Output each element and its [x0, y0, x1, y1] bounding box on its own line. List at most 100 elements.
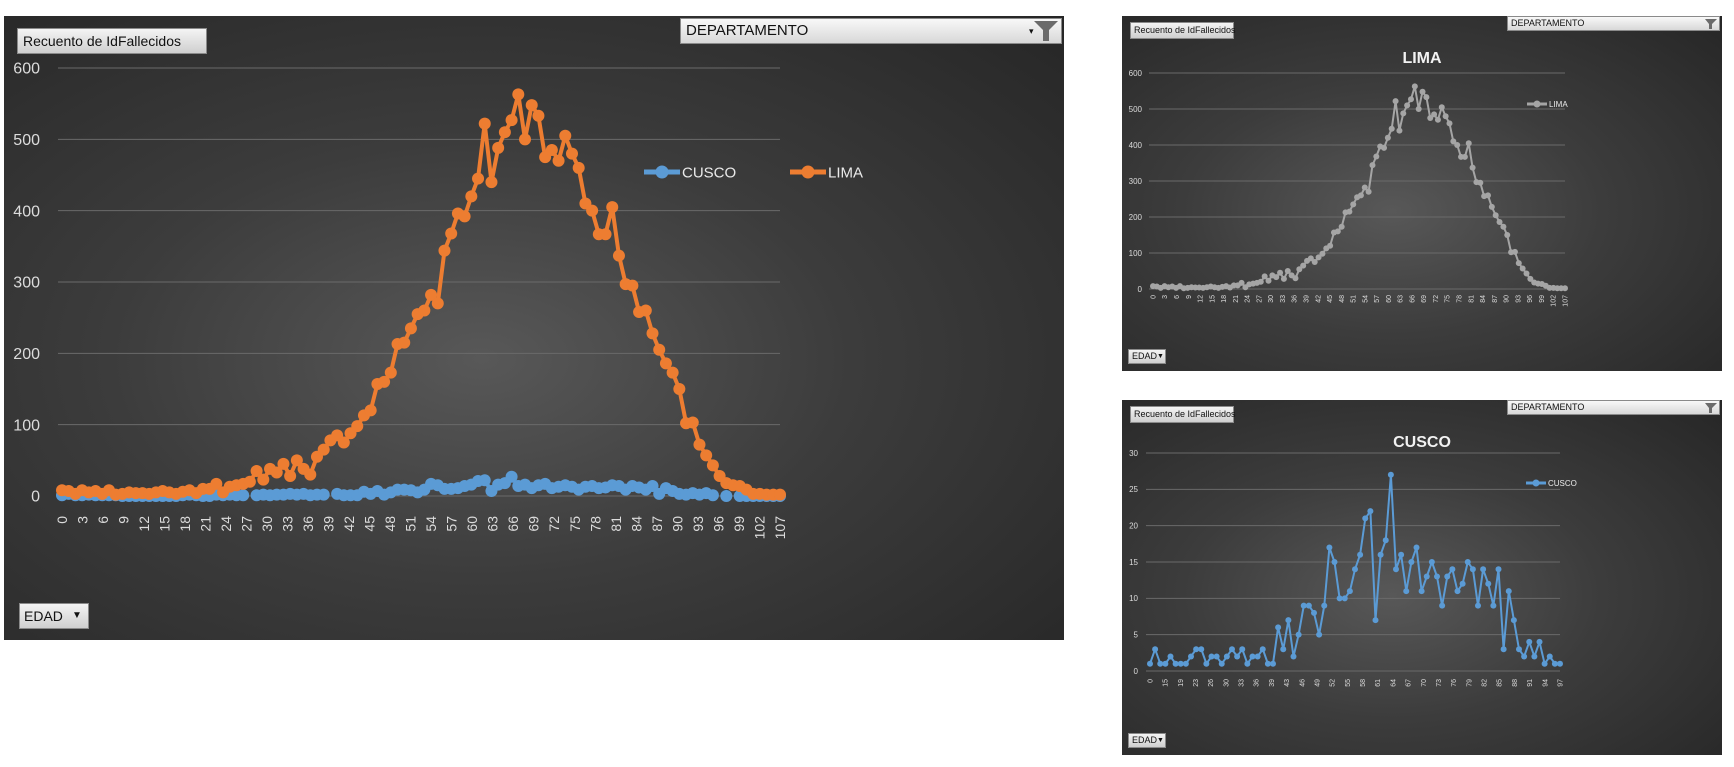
data-point-lima [572, 161, 585, 174]
x-tick-label: 57 [1374, 295, 1381, 303]
x-tick-label: 0 [54, 516, 70, 524]
lima-edad-axis-button[interactable]: EDAD ▼ [1128, 349, 1166, 364]
x-tick-label: 30 [1268, 295, 1275, 303]
data-point-lima [250, 465, 263, 478]
data-point-lima [284, 470, 297, 483]
data-point-lima [565, 147, 578, 160]
data-point-cusco [1290, 653, 1297, 660]
x-tick-label: 24 [1245, 295, 1252, 303]
funnel-icon [1705, 19, 1717, 29]
x-tick-label: 70 [1421, 679, 1428, 687]
x-tick-label: 63 [1398, 295, 1405, 303]
data-point-cusco [1316, 631, 1323, 638]
data-point-lima [1280, 275, 1287, 282]
data-point-lima [1404, 102, 1411, 109]
data-point-cusco [1188, 653, 1194, 660]
cusco-departamento-filter-button[interactable]: DEPARTAMENTO [1507, 400, 1720, 415]
x-tick-label: 81 [1468, 295, 1475, 303]
data-point-lima [1515, 260, 1522, 267]
x-tick-label: 63 [485, 516, 501, 532]
x-tick-label: 69 [1421, 295, 1428, 303]
x-tick-label: 39 [1303, 295, 1310, 303]
data-point-lima [1388, 125, 1395, 132]
x-tick-label: 66 [1409, 295, 1416, 303]
x-tick-label: 39 [321, 516, 337, 532]
data-point-cusco [1557, 660, 1563, 667]
data-point-lima [290, 454, 303, 467]
data-point-lima [639, 304, 652, 317]
data-point-lima [1446, 120, 1453, 127]
data-point-lima [1381, 144, 1388, 151]
lima-value-field-button[interactable]: Recuento de IdFallecidos [1130, 22, 1236, 39]
x-tick-label: 0 [1147, 679, 1154, 683]
cusco-chart-svg: 0 5 10 15 20 25 30 0 15 19 23 26 30 33 36 39 43 46 49 52 55 5… [1129, 449, 1577, 687]
data-point-cusco [1423, 573, 1430, 580]
x-tick-label: 88 [1512, 679, 1519, 687]
data-point-lima [1419, 88, 1426, 95]
data-point-lima [1273, 274, 1280, 281]
y-tick-label: 600 [13, 61, 40, 78]
x-tick-label: 69 [526, 516, 542, 532]
lima-departamento-filter-button[interactable]: DEPARTAMENTO [1507, 16, 1720, 31]
data-point-cusco [1454, 588, 1461, 595]
data-point-cusco [1428, 559, 1435, 565]
data-point-lima [700, 449, 713, 462]
data-point-lima [1454, 142, 1461, 148]
data-point-lima [1411, 83, 1418, 90]
data-point-lima [1492, 212, 1499, 219]
edad-axis-button[interactable]: EDAD ▼ [19, 603, 89, 629]
data-point-lima [1384, 134, 1391, 141]
data-point-lima [1350, 201, 1357, 208]
value-field-button[interactable]: Recuento de IdFallecidos [17, 28, 207, 54]
funnel-icon [1034, 21, 1058, 41]
x-tick-label: 66 [505, 516, 521, 532]
x-tick-label: 39 [1269, 679, 1276, 687]
x-tick-label: 94 [1542, 679, 1549, 687]
data-point-cusco [1382, 537, 1389, 544]
cusco-edad-axis-button[interactable]: EDAD ▼ [1128, 733, 1166, 748]
data-point-cusco [706, 489, 719, 502]
data-point-cusco [1249, 653, 1256, 660]
data-point-lima [1423, 94, 1430, 101]
data-point-cusco [505, 470, 518, 483]
x-tick-label: 27 [1256, 295, 1263, 303]
x-tick-label: 45 [1327, 295, 1334, 303]
data-point-lima [1296, 266, 1303, 273]
data-point-cusco [1459, 580, 1466, 587]
chevron-down-icon: ▼ [1157, 737, 1164, 744]
x-tick-label: 93 [690, 516, 706, 532]
departamento-filter-button[interactable]: DEPARTAMENTO ▾ [680, 18, 1062, 44]
cusco-departamento-filter-label: DEPARTAMENTO [1511, 402, 1585, 412]
x-tick-label: 30 [259, 516, 275, 532]
data-point-lima [418, 304, 431, 317]
data-point-cusco [1516, 646, 1522, 653]
data-point-lima [653, 343, 666, 356]
cusco-value-field-button[interactable]: Recuento de IdFallecidos [1130, 406, 1236, 423]
data-point-cusco [1551, 660, 1558, 667]
data-point-lima [774, 488, 786, 501]
data-point-cusco [1234, 653, 1241, 660]
data-point-lima [384, 366, 397, 379]
data-point-lima [606, 201, 619, 214]
x-tick-label: 78 [1457, 295, 1464, 303]
data-point-cusco [1177, 660, 1184, 667]
data-point-lima [1427, 115, 1434, 121]
data-point-lima [270, 466, 283, 479]
x-tick-label: 79 [1466, 679, 1473, 687]
x-tick-label: 102 [751, 516, 767, 540]
y-tick-label: 30 [1129, 449, 1138, 458]
legend-label-lima: LIMA [828, 164, 863, 181]
x-tick-label: 54 [1362, 295, 1369, 303]
x-tick-label: 54 [423, 516, 439, 532]
legend-marker-lima [1533, 100, 1541, 108]
y-tick-label: 0 [1134, 667, 1139, 676]
data-point-cusco [1167, 653, 1174, 660]
data-point-cusco [1393, 566, 1399, 573]
y-tick-label: 25 [1129, 485, 1138, 494]
data-point-lima [1488, 203, 1495, 210]
x-tick-label: 6 [95, 516, 111, 524]
y-tick-label: 5 [1134, 630, 1139, 639]
data-point-lima [351, 420, 364, 433]
data-point-lima [492, 141, 505, 154]
data-point-cusco [1521, 653, 1528, 660]
